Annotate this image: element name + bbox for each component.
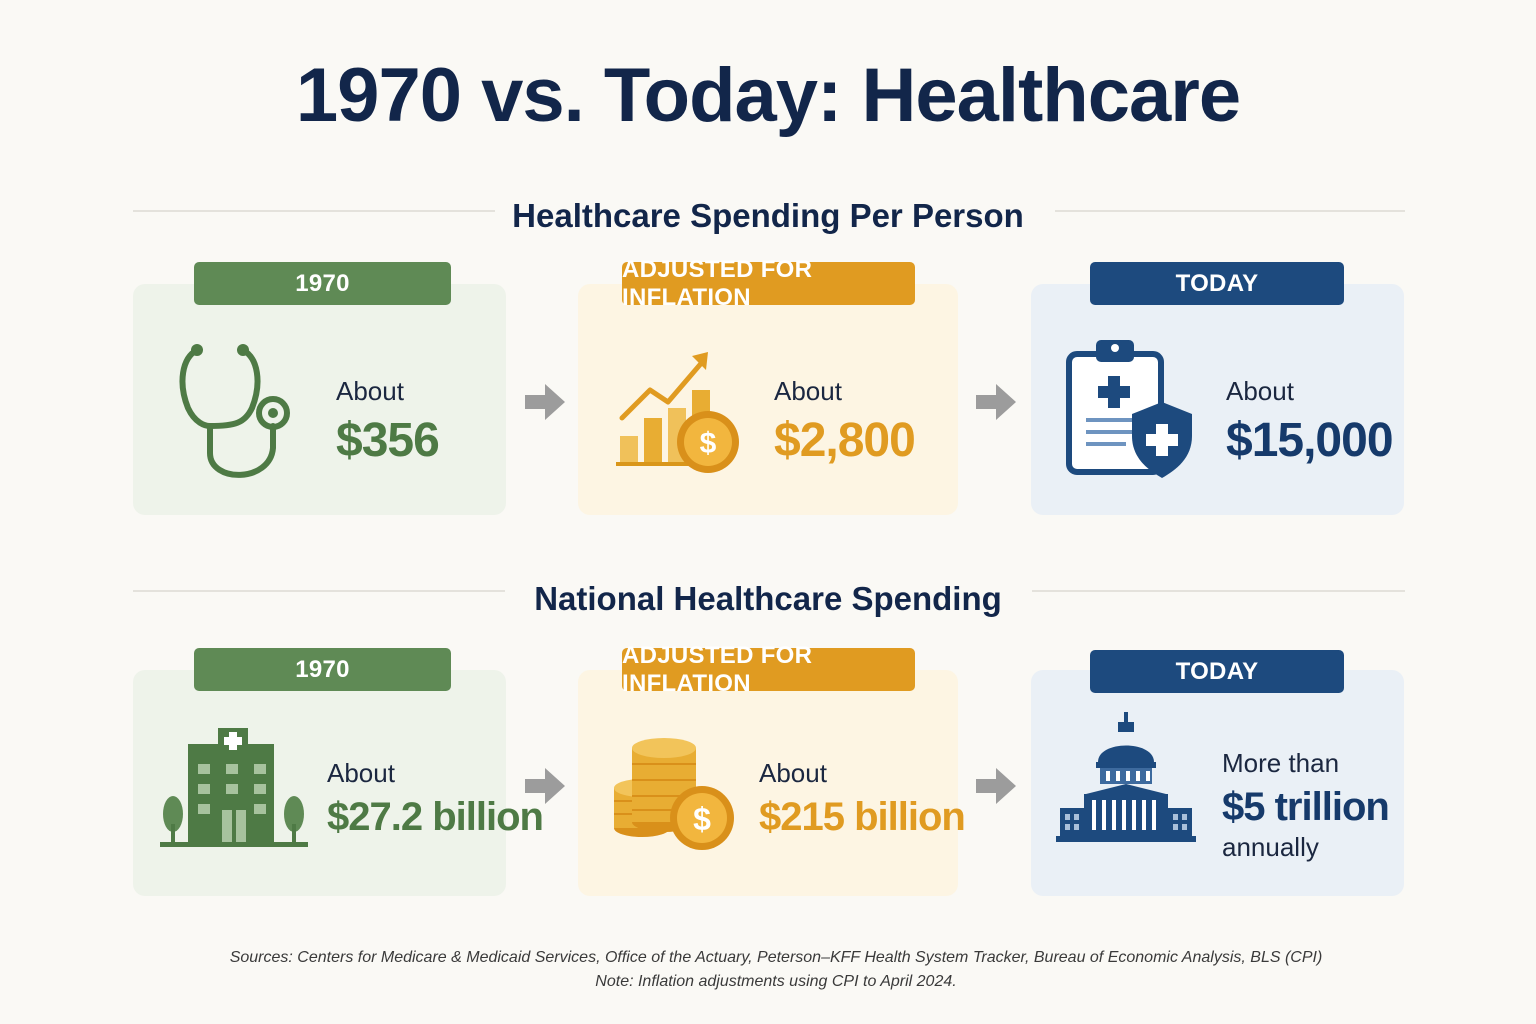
card-text: About $2,800: [774, 376, 916, 468]
hospital-icon: [160, 728, 308, 847]
value-prefix: About: [327, 758, 395, 788]
tag-today: TODAY: [1090, 262, 1344, 305]
card-text: About $27.2 billion: [327, 758, 544, 840]
tag-adjusted-for-inflation: ADJUSTED FOR INFLATION: [622, 642, 915, 697]
card-text: About $356: [336, 376, 440, 468]
value-prefix: More than: [1222, 748, 1340, 778]
divider: [1032, 590, 1405, 592]
note-text: Note: Inflation adjustments using CPI to…: [595, 973, 957, 990]
rising-chart-coin-icon: $: [616, 352, 739, 473]
sources-text: Sources: Centers for Medicare & Medicaid…: [229, 949, 1323, 966]
divider: [1055, 210, 1405, 212]
svg-text:$: $: [700, 427, 717, 460]
value-prefix: About: [759, 758, 827, 788]
card-text: About $215 billion: [759, 758, 966, 840]
right-arrow-icon: [976, 384, 1016, 420]
value-1970-national: $27.2 billion: [327, 795, 544, 839]
card-text: More than $5 trillion annually: [1222, 748, 1390, 863]
value-inflation-per-person: $2,800: [774, 414, 916, 467]
section-heading-national: National Healthcare Spending: [534, 580, 1002, 617]
tag-today: TODAY: [1090, 650, 1344, 693]
value-today-per-person: $15,000: [1226, 414, 1394, 467]
value-inflation-national: $215 billion: [759, 795, 966, 839]
tag-1970: 1970: [194, 262, 451, 305]
stethoscope-icon: [179, 344, 290, 478]
tag-adjusted-for-inflation: ADJUSTED FOR INFLATION: [622, 256, 915, 311]
card-text: About $15,000: [1226, 376, 1394, 468]
sources-footnote: Sources: Centers for Medicare & Medicaid…: [0, 946, 1536, 994]
card-1970-per-person: [133, 284, 506, 515]
tag-1970: 1970: [194, 648, 451, 691]
card-today-national: [1031, 670, 1404, 896]
value-today-national: $5 trillion: [1222, 785, 1390, 829]
value-prefix: About: [336, 376, 404, 406]
svg-text:$: $: [693, 801, 711, 837]
section-heading-per-person: Healthcare Spending Per Person: [512, 197, 1024, 234]
right-arrow-icon: [525, 384, 565, 420]
right-arrow-icon: [525, 768, 565, 804]
clipboard-shield-icon: [1066, 340, 1192, 478]
value-1970-per-person: $356: [336, 414, 440, 467]
value-prefix: About: [1226, 376, 1294, 406]
divider: [133, 590, 505, 592]
page-title: 1970 vs. Today: Healthcare: [295, 53, 1241, 138]
coin-stack-icon: $: [614, 738, 734, 850]
divider: [133, 210, 495, 212]
value-suffix: annually: [1222, 832, 1319, 862]
right-arrow-icon: [976, 768, 1016, 804]
value-prefix: About: [774, 376, 842, 406]
capitol-building-icon: [1056, 712, 1196, 842]
